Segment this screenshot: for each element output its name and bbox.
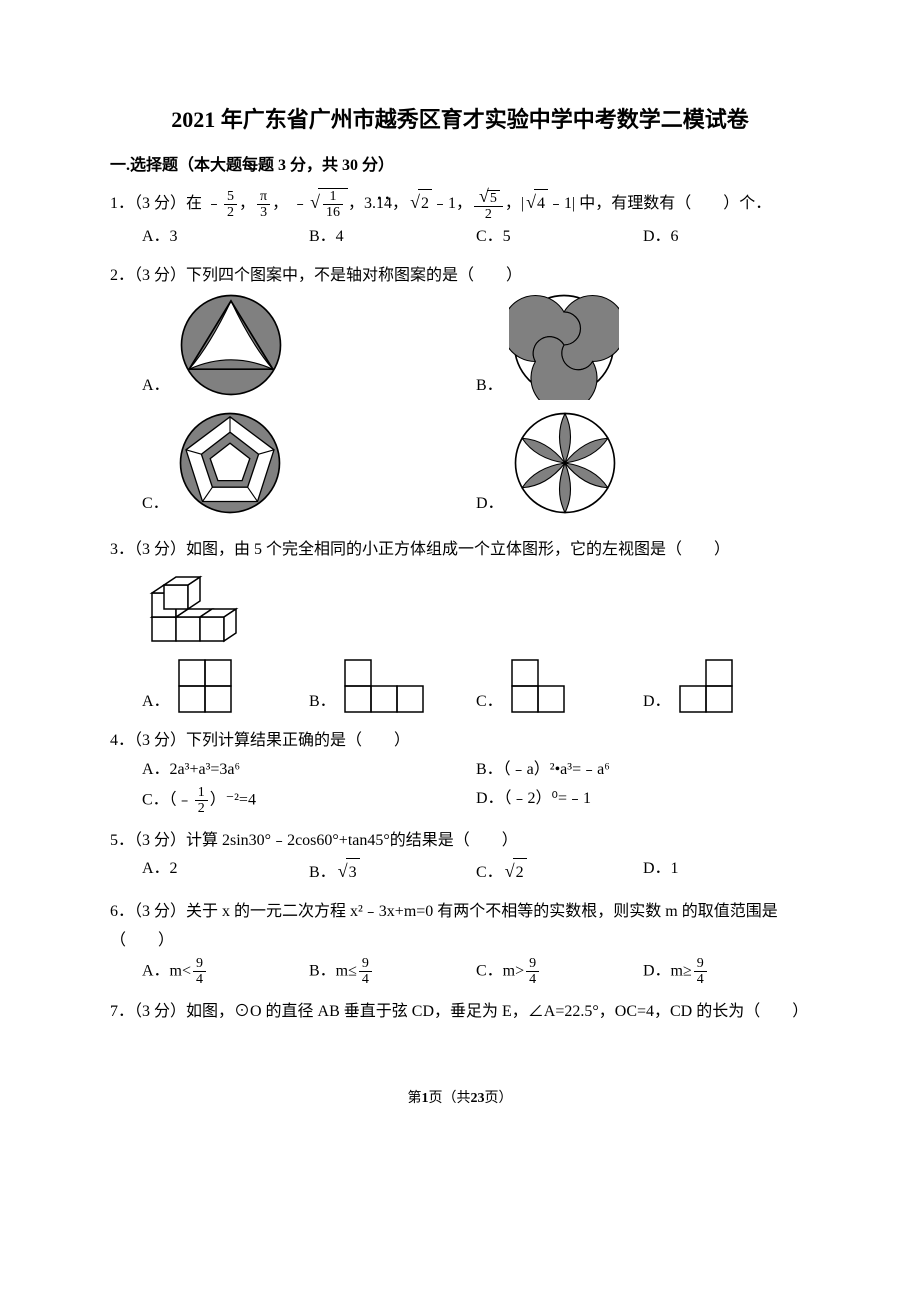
page-content: 2021 年广东省广州市越秀区育才实验中学中考数学二模试卷 一.选择题（本大题每…: [0, 0, 920, 1152]
footer-suffix: 页）: [485, 1091, 513, 1106]
q3-opt-c: C．: [476, 657, 643, 717]
q6-stem: 6．（3 分）关于 x 的一元二次方程 x²﹣3x+m=0 有两个不相等的实数根…: [110, 898, 810, 956]
sqrt-3: 3: [336, 855, 360, 888]
frac-9-4-d: 94: [694, 956, 707, 988]
q4-options: A．2a³+a³=3a⁶ B．（﹣a）²•a³=﹣a⁶ C．（﹣12）⁻²=4 …: [110, 756, 810, 817]
question-5: 5．（3 分）计算 2sin30°﹣2cos60°+tan45°的结果是（ ） …: [110, 827, 810, 889]
exam-title: 2021 年广东省广州市越秀区育才实验中学中考数学二模试卷: [110, 100, 810, 140]
q2-opt-d-label: D．: [476, 490, 504, 519]
q3-options: A． B．: [110, 657, 810, 717]
q2-opt-a: A．: [142, 290, 476, 400]
q3-opt-d: D．: [643, 657, 810, 717]
q4-opt-c: C．（﹣12）⁻²=4: [142, 785, 476, 817]
footer-middle: 页（共: [429, 1091, 471, 1106]
q3-opt-d-label: D．: [643, 688, 671, 717]
q4-opt-b: B．（﹣a）²•a³=﹣a⁶: [476, 756, 810, 785]
q2-options: A． B．: [110, 290, 810, 526]
q1-expr: ﹣52，π3， ﹣116，3.14，2﹣1，52，|4﹣1|: [206, 195, 575, 212]
q1-opt-d: D．6: [643, 223, 810, 252]
q2-opt-d: D．: [476, 408, 810, 518]
question-6: 6．（3 分）关于 x 的一元二次方程 x²﹣3x+m=0 有两个不相等的实数根…: [110, 898, 810, 987]
q2-opt-b-label: B．: [476, 372, 503, 401]
frac-9-4-b: 94: [359, 956, 372, 988]
question-7: 7．（3 分）如图，⊙O 的直径 AB 垂直于弦 CD，垂足为 E，∠A=22.…: [110, 998, 810, 1027]
q4-opt-a: A．2a³+a³=3a⁶: [142, 756, 476, 785]
q1-opt-a: A．3: [142, 223, 309, 252]
q3-view-d: [677, 657, 737, 717]
q4-opt-c-suffix: ）⁻²=4: [210, 791, 256, 808]
q4-opt-c-prefix: C．（﹣: [142, 791, 193, 808]
q3-opt-a-label: A．: [142, 688, 170, 717]
q3-opt-c-label: C．: [476, 688, 503, 717]
q6-opt-a: A．m<94: [142, 956, 309, 988]
footer-total: 23: [471, 1091, 485, 1106]
q4-opt-b-text: B．（﹣a）²•a³=﹣a⁶: [476, 761, 610, 778]
page-footer: 第1页（共23页）: [110, 1086, 810, 1111]
q1-options: A．3 B．4 C．5 D．6: [110, 223, 810, 252]
q4-stem: 4．（3 分）下列计算结果正确的是（ ）: [110, 727, 810, 756]
q5-opt-d: D．1: [643, 855, 810, 888]
q2-figure-d: [510, 408, 620, 518]
question-1: 1．（3 分）在 ﹣52，π3， ﹣116，3.14，2﹣1，52，|4﹣1| …: [110, 186, 810, 251]
q1-stem: 1．（3 分）在 ﹣52，π3， ﹣116，3.14，2﹣1，52，|4﹣1| …: [110, 186, 810, 222]
q3-3d-figure: [142, 571, 242, 651]
q6-opt-d: D．m≥94: [643, 956, 810, 988]
q6-opt-c-label: C．m>: [476, 962, 524, 979]
section-heading: 一.选择题（本大题每题 3 分，共 30 分）: [110, 152, 810, 181]
q6-opt-b-label: B．m≤: [309, 962, 357, 979]
q3-opt-b: B．: [309, 657, 476, 717]
q3-stem: 3．（3 分）如图，由 5 个完全相同的小正方体组成一个立体图形，它的左视图是（…: [110, 536, 810, 565]
q5-opt-c-label: C．: [476, 864, 503, 881]
q2-figure-a: [176, 290, 286, 400]
q6-options: A．m<94 B．m≤94 C．m>94 D．m≥94: [110, 956, 810, 988]
q1-prefix: 1．（3 分）在: [110, 195, 206, 212]
q3-figure: [110, 571, 810, 651]
footer-current: 1: [422, 1091, 429, 1106]
question-2: 2．（3 分）下列四个图案中，不是轴对称图案的是（ ） A． B．: [110, 262, 810, 527]
frac-half: 12: [195, 785, 208, 817]
q5-opt-a: A．2: [142, 855, 309, 888]
q5-opt-b: B．3: [309, 855, 476, 888]
q5-stem: 5．（3 分）计算 2sin30°﹣2cos60°+tan45°的结果是（ ）: [110, 827, 810, 856]
q6-opt-a-label: A．m<: [142, 962, 191, 979]
question-3: 3．（3 分）如图，由 5 个完全相同的小正方体组成一个立体图形，它的左视图是（…: [110, 536, 810, 717]
q3-opt-a: A．: [142, 657, 309, 717]
q2-figure-c: [175, 408, 285, 518]
q6-opt-c: C．m>94: [476, 956, 643, 988]
q1-opt-b: B．4: [309, 223, 476, 252]
q4-opt-d-text: D．（﹣2）⁰=﹣1: [476, 790, 591, 807]
q2-opt-c-label: C．: [142, 490, 169, 519]
frac-9-4-c: 94: [526, 956, 539, 988]
q7-stem: 7．（3 分）如图，⊙O 的直径 AB 垂直于弦 CD，垂足为 E，∠A=22.…: [110, 998, 810, 1027]
q2-stem: 2．（3 分）下列四个图案中，不是轴对称图案的是（ ）: [110, 262, 810, 291]
q3-view-b: [342, 657, 428, 717]
q3-view-c: [509, 657, 569, 717]
q2-figure-b: [509, 290, 619, 400]
q6-opt-b: B．m≤94: [309, 956, 476, 988]
q2-opt-a-label: A．: [142, 372, 170, 401]
q4-opt-a-text: A．2a³+a³=3a⁶: [142, 761, 240, 778]
q3-view-a: [176, 657, 236, 717]
q5-opt-b-label: B．: [309, 864, 336, 881]
q1-suffix: 中，有理数有（ ）个．: [575, 195, 771, 212]
q4-opt-d: D．（﹣2）⁰=﹣1: [476, 785, 810, 817]
q6-opt-d-label: D．m≥: [643, 962, 692, 979]
q2-opt-b: B．: [476, 290, 810, 400]
q5-opt-c: C．2: [476, 855, 643, 888]
q3-opt-b-label: B．: [309, 688, 336, 717]
q2-opt-c: C．: [142, 408, 476, 518]
frac-9-4-a: 94: [193, 956, 206, 988]
q1-opt-c: C．5: [476, 223, 643, 252]
sqrt-2: 2: [503, 855, 527, 888]
footer-prefix: 第: [408, 1091, 422, 1106]
q5-options: A．2 B．3 C．2 D．1: [110, 855, 810, 888]
question-4: 4．（3 分）下列计算结果正确的是（ ） A．2a³+a³=3a⁶ B．（﹣a）…: [110, 727, 810, 816]
